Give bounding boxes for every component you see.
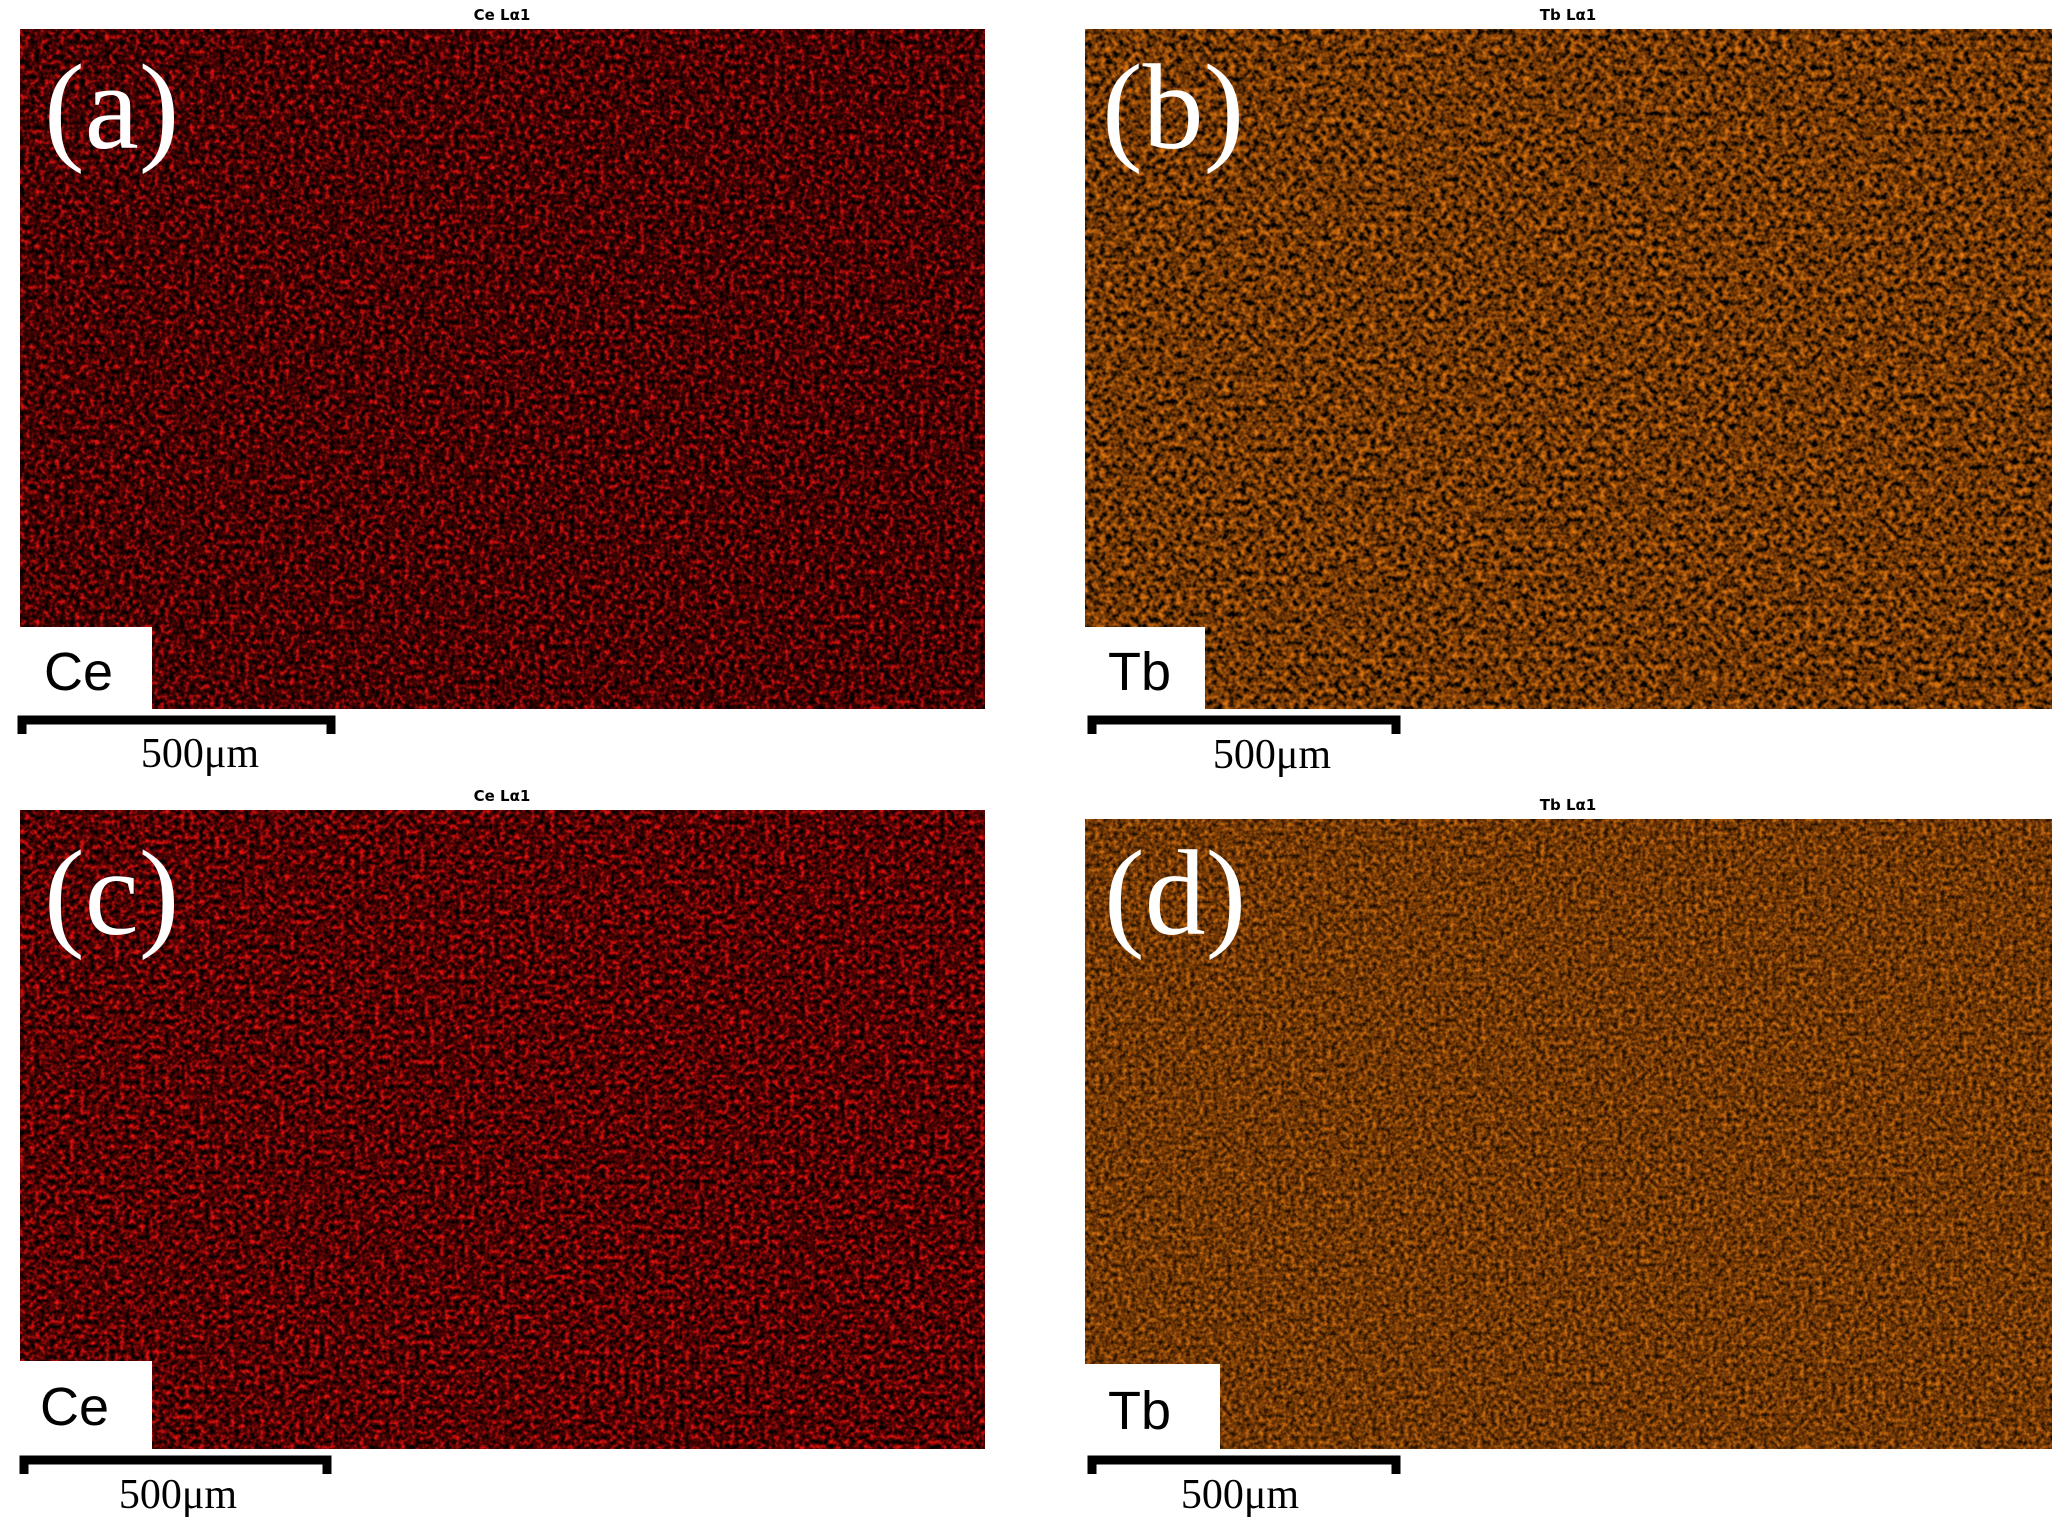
panel-label: (c)	[44, 826, 179, 961]
panel-label: (d)	[1104, 826, 1246, 961]
element-map	[1085, 819, 2052, 1449]
scale-bar	[17, 715, 336, 734]
scale-bar	[19, 1455, 332, 1474]
map-title: Tb Lα1	[1540, 6, 1597, 24]
element-box	[20, 627, 152, 709]
element-box	[20, 1361, 152, 1449]
map-title: Ce Lα1	[474, 787, 531, 805]
panel-label: (a)	[44, 40, 179, 175]
scale-bar	[1087, 1455, 1401, 1474]
scale-bar	[1087, 715, 1401, 734]
element-box	[1085, 1364, 1220, 1449]
map-title: Tb Lα1	[1540, 796, 1597, 814]
scale-bar-label: 500μm	[141, 731, 260, 777]
element-map	[1085, 29, 2052, 709]
element-label: Ce	[40, 1377, 109, 1437]
map-title: Ce Lα1	[474, 6, 531, 24]
panel-label: (b)	[1102, 40, 1244, 175]
scale-bar-label: 500μm	[119, 1472, 238, 1518]
element-label: Ce	[44, 642, 113, 702]
element-box	[1085, 627, 1205, 709]
element-map	[20, 29, 985, 709]
element-label: Tb	[1108, 642, 1171, 702]
scale-bar-label: 500μm	[1213, 732, 1332, 778]
element-map	[20, 810, 985, 1449]
element-label: Tb	[1108, 1381, 1171, 1441]
scale-bar-label: 500μm	[1181, 1472, 1300, 1518]
